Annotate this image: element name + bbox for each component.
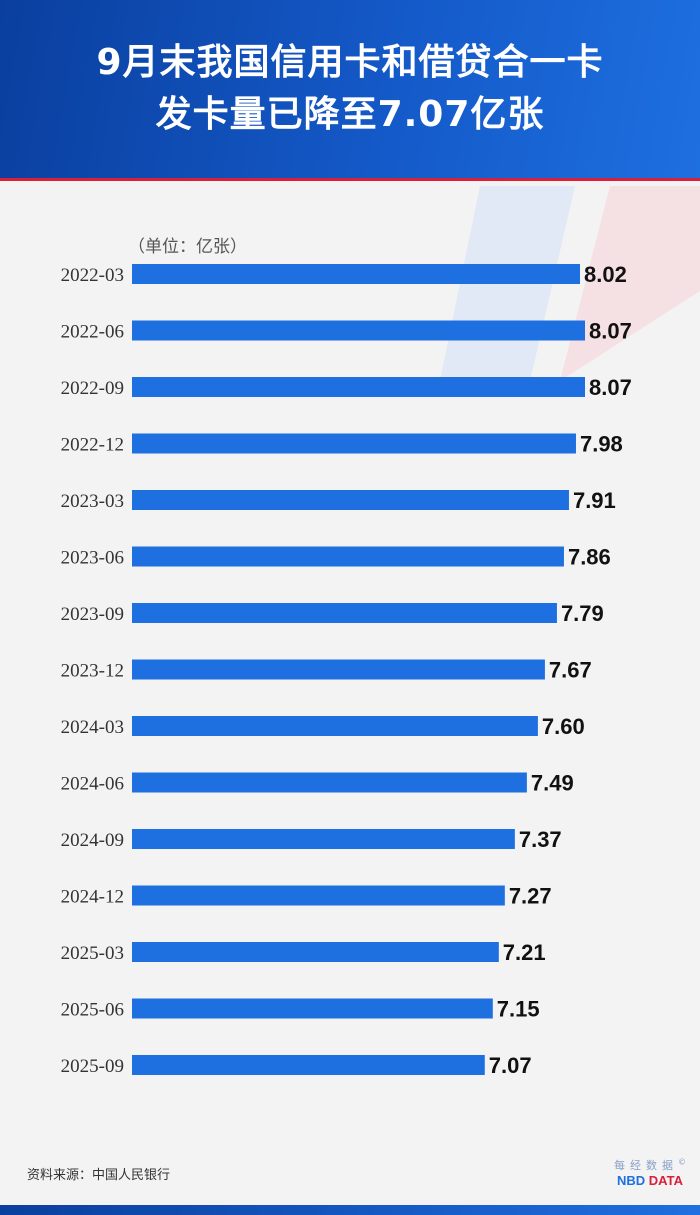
bar: [132, 603, 557, 623]
bar: [132, 377, 585, 397]
brand-en-suffix: DATA: [648, 1173, 683, 1188]
value-label: 7.27: [509, 884, 552, 909]
bar: [132, 1055, 485, 1075]
value-label: 8.02: [584, 262, 627, 287]
brand-en-prefix: NBD: [617, 1173, 646, 1188]
value-label: 7.07: [489, 1053, 532, 1078]
value-label: 7.98: [580, 432, 623, 457]
bar: [132, 490, 569, 510]
value-label: 7.60: [542, 714, 585, 739]
bar: [132, 829, 515, 849]
bar: [132, 885, 505, 906]
source-note: 资料来源：中国人民银行: [27, 1168, 171, 1183]
value-label: 8.07: [589, 375, 632, 400]
category-label: 2023-06: [61, 548, 124, 569]
title-line-2: 发卡量已降至7.07亿张: [155, 94, 545, 135]
category-label: 2024-12: [61, 887, 124, 908]
value-label: 8.07: [589, 319, 632, 344]
value-label: 7.49: [531, 771, 574, 796]
category-label: 2022-06: [61, 322, 124, 343]
bar: [132, 546, 564, 567]
bar: [132, 716, 538, 736]
bar: [132, 320, 585, 341]
value-label: 7.21: [503, 940, 546, 965]
category-label: 2023-03: [61, 491, 124, 512]
brand-logo: 每经数据© NBD DATA: [614, 1157, 686, 1188]
category-label: 2022-09: [61, 378, 124, 399]
footer-stripe: [0, 1205, 700, 1215]
header-banner: 9月末我国信用卡和借贷合一卡 发卡量已降至7.07亿张: [0, 0, 700, 181]
bar: [132, 998, 493, 1019]
unit-label: （单位：亿张）: [128, 237, 247, 257]
title-line-1: 9月末我国信用卡和借贷合一卡: [96, 42, 604, 83]
value-label: 7.79: [561, 601, 604, 626]
category-label: 2024-06: [61, 774, 124, 795]
category-label: 2025-06: [61, 1000, 124, 1021]
value-label: 7.86: [568, 545, 611, 570]
category-label: 2022-03: [61, 265, 124, 286]
category-label: 2024-09: [61, 830, 124, 851]
bar: [132, 433, 576, 454]
bar: [132, 264, 580, 284]
bar: [132, 942, 499, 962]
value-label: 7.91: [573, 488, 616, 513]
category-label: 2024-03: [61, 717, 124, 738]
value-label: 7.15: [497, 997, 540, 1022]
category-label: 2022-12: [61, 435, 124, 456]
brand-cn-text: 每经数据: [614, 1159, 678, 1172]
value-label: 7.37: [519, 827, 562, 852]
category-label: 2025-03: [61, 943, 124, 964]
brand-mark: ©: [678, 1157, 686, 1167]
bar: [132, 772, 527, 793]
category-label: 2023-12: [61, 661, 124, 682]
bar: [132, 659, 545, 680]
category-label: 2025-09: [61, 1056, 124, 1077]
value-label: 7.67: [549, 658, 592, 683]
category-label: 2023-09: [61, 604, 124, 625]
